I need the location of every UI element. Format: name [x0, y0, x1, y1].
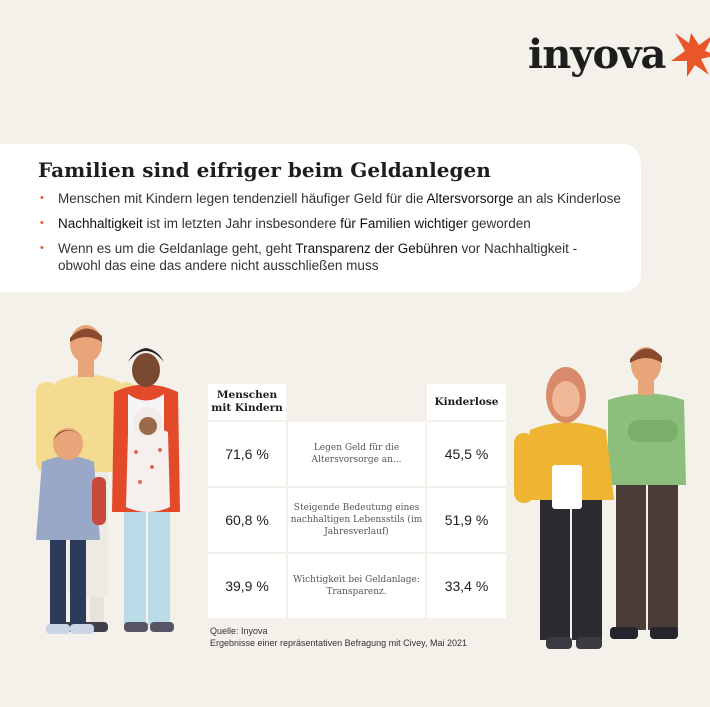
header-with-kids: Menschen mit Kindern [208, 384, 286, 420]
source-note: Quelle: Inyova Ergebnisse einer repräsen… [210, 625, 467, 649]
bullet-text: Menschen mit Kindern legen tendenziell h… [58, 191, 427, 206]
value-with-kids: 71,6 % [208, 422, 286, 486]
table-row: 71,6 % Legen Geld für die Altersvorsorge… [208, 422, 506, 486]
bullet-text: ist im letzten Jahr insbesondere [142, 216, 341, 231]
value-childless: 45,5 % [427, 422, 506, 486]
bullet-text: an als Kinderlose [513, 191, 621, 206]
bullet-text: vor Nachhaltigkeit - [457, 241, 578, 256]
source-line: Quelle: Inyova [210, 626, 268, 636]
value-with-kids: 39,9 % [208, 554, 286, 618]
row-label: Wichtigkeit bei Geldanlage: Transparenz. [288, 554, 425, 618]
bullet-item: Menschen mit Kindern legen tendenziell h… [38, 190, 633, 207]
bullet-list: Menschen mit Kindern legen tendenziell h… [38, 190, 633, 282]
row-label: Legen Geld für die Altersvorsorge an... [288, 422, 425, 486]
logo-mark-icon [671, 33, 710, 77]
bullet-highlight: für Familien wichtiger [340, 216, 468, 231]
bullet-item: Wenn es um die Geldanlage geht, geht Tra… [38, 240, 633, 274]
son-figure [36, 428, 106, 634]
page-title: Familien sind eifriger beim Geldanlegen [38, 158, 491, 182]
bullet-highlight: Altersvorsorge [426, 191, 514, 206]
couple-illustration [514, 347, 686, 649]
logo-wordmark: inyova [528, 31, 666, 78]
value-with-kids: 60,8 % [208, 488, 286, 552]
baby-figure [126, 407, 170, 512]
value-childless: 33,4 % [427, 554, 506, 618]
inyova-logo: inyova [528, 30, 710, 80]
bullet-text: Wenn es um die Geldanlage geht, geht [58, 241, 296, 256]
table-row: 39,9 % Wichtigkeit bei Geldanlage: Trans… [208, 554, 506, 618]
value-childless: 51,9 % [427, 488, 506, 552]
header-childless: Kinderlose [427, 384, 506, 420]
bullet-item: Nachhaltigkeit ist im letzten Jahr insbe… [38, 215, 633, 232]
bullet-highlight: Nachhaltigkeit [58, 216, 143, 231]
bullet-text: obwohl das eine das andere nicht ausschl… [58, 258, 379, 273]
family-illustration [36, 325, 180, 634]
table-row: 60,8 % Steigende Bedeutung eines nachhal… [208, 488, 506, 552]
woman-figure [514, 367, 614, 649]
man-figure [608, 347, 686, 639]
bullet-highlight: Transparenz der Gebühren [295, 241, 458, 256]
bullet-text: geworden [467, 216, 531, 231]
summary-card: Familien sind eifriger beim Geldanlegen … [0, 144, 641, 292]
source-line: Ergebnisse einer repräsentativen Befragu… [210, 638, 467, 648]
row-label: Steigende Bedeutung eines nachhaltigen L… [288, 488, 425, 552]
